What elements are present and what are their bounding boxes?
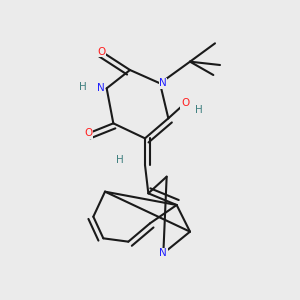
Text: O: O (98, 47, 106, 57)
Text: N: N (159, 78, 167, 88)
Text: H: H (196, 105, 203, 115)
Text: O: O (181, 98, 189, 108)
Text: H: H (116, 155, 124, 165)
Text: H: H (80, 82, 87, 92)
Text: N: N (97, 83, 104, 93)
Text: N: N (160, 248, 167, 258)
Text: O: O (84, 128, 92, 138)
